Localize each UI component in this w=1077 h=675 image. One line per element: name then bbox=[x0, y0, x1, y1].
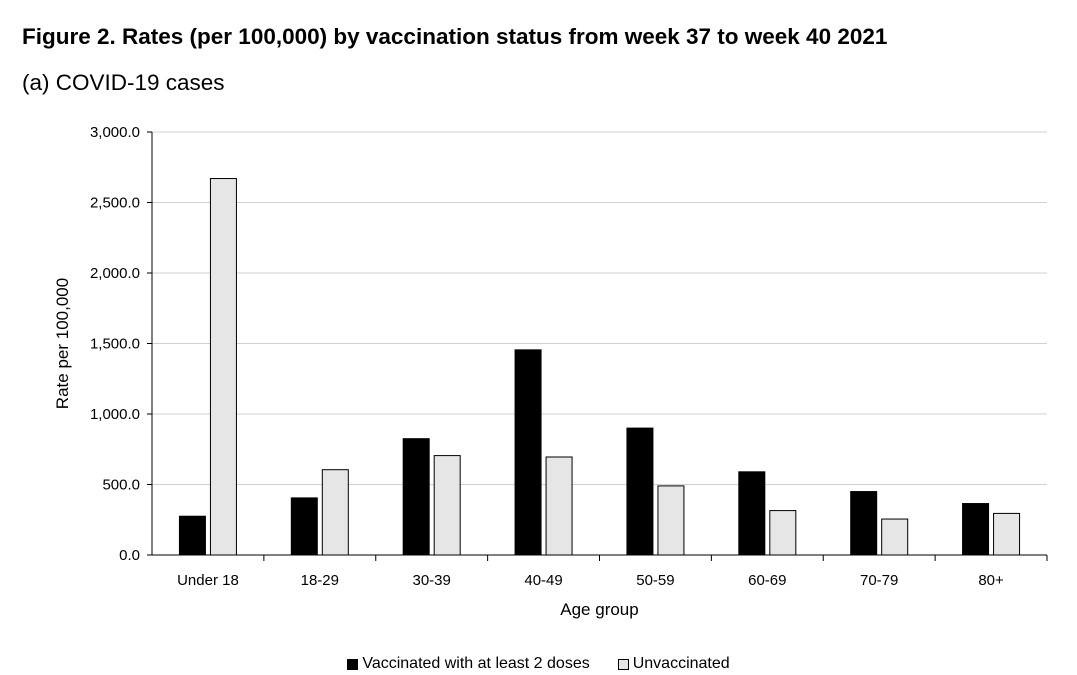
legend: Vaccinated with at least 2 doses Unvaccin… bbox=[0, 655, 1077, 675]
x-tick-label: 80+ bbox=[978, 572, 1004, 589]
bar-vaccinated bbox=[626, 427, 654, 556]
bar-vaccinated bbox=[290, 497, 318, 556]
x-tick-label: 18-29 bbox=[301, 572, 339, 589]
x-tick-label: 40-49 bbox=[524, 572, 562, 589]
bar-unvaccinated bbox=[433, 455, 461, 556]
bar-unvaccinated bbox=[209, 178, 237, 556]
bar-unvaccinated bbox=[545, 456, 573, 556]
bar-unvaccinated bbox=[769, 510, 797, 556]
chart-title: Figure 2. Rates (per 100,000) by vaccina… bbox=[22, 24, 888, 49]
y-axis-label: Rate per 100,000 bbox=[53, 278, 72, 409]
y-tick-label: 0.0 bbox=[119, 547, 140, 564]
y-tick-label: 1,000.0 bbox=[90, 406, 140, 423]
x-tick-label: 50-59 bbox=[636, 572, 674, 589]
bar-unvaccinated bbox=[321, 469, 349, 556]
x-axis-label: Age group bbox=[560, 600, 638, 619]
x-tick-label: 70-79 bbox=[860, 572, 898, 589]
bar-vaccinated bbox=[514, 349, 542, 556]
y-tick-label: 2,500.0 bbox=[90, 195, 140, 212]
legend-item: Vaccinated with at least 2 doses bbox=[347, 655, 590, 673]
legend-item: Unvaccinated bbox=[617, 655, 730, 673]
x-tick-label: Under 18 bbox=[177, 572, 239, 589]
legend-swatch bbox=[347, 658, 359, 670]
x-tick-label: 30-39 bbox=[413, 572, 451, 589]
y-tick-label: 1,500.0 bbox=[90, 336, 140, 353]
legend-swatch bbox=[617, 658, 629, 670]
bar-vaccinated bbox=[402, 438, 430, 556]
bar-vaccinated bbox=[738, 471, 766, 556]
y-tick-label: 2,000.0 bbox=[90, 265, 140, 282]
x-tick-label: 60-69 bbox=[748, 572, 786, 589]
legend-label: Unvaccinated bbox=[632, 655, 730, 672]
chart-subtitle: (a) COVID-19 cases bbox=[22, 70, 225, 95]
bar-vaccinated bbox=[850, 491, 878, 556]
bar-unvaccinated bbox=[657, 485, 685, 556]
bar-vaccinated bbox=[178, 515, 206, 556]
legend-label: Vaccinated with at least 2 doses bbox=[362, 655, 590, 672]
y-tick-label: 3,000.0 bbox=[90, 124, 140, 141]
bar-unvaccinated bbox=[881, 518, 909, 556]
bar-unvaccinated bbox=[993, 512, 1021, 556]
y-tick-label: 500.0 bbox=[102, 477, 140, 494]
bar-vaccinated bbox=[962, 503, 990, 556]
